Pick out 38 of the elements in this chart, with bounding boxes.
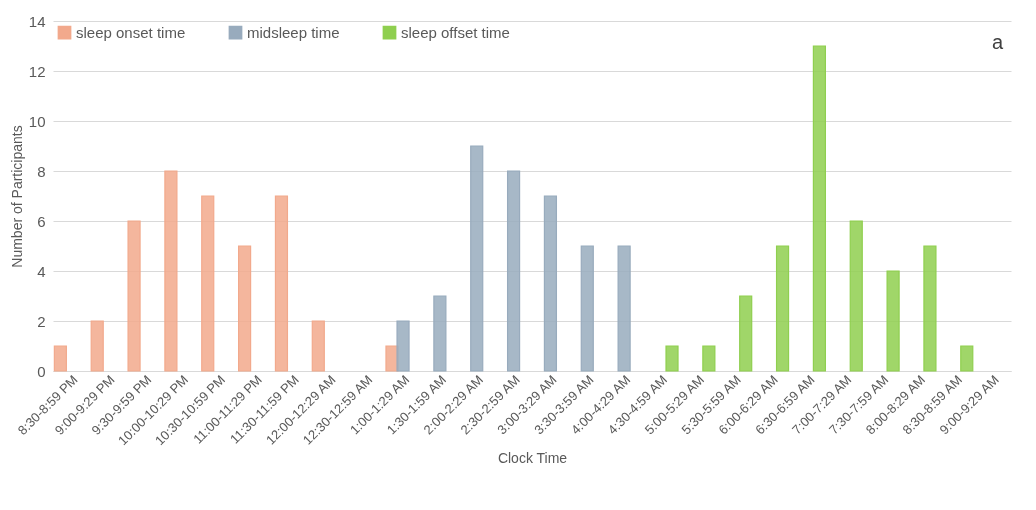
bar bbox=[274, 195, 289, 372]
bar bbox=[923, 245, 937, 372]
bar bbox=[849, 220, 863, 372]
bar bbox=[470, 145, 484, 372]
y-tick-label: 4 bbox=[37, 262, 46, 280]
y-tick-label: 2 bbox=[37, 312, 46, 330]
bar bbox=[812, 45, 826, 372]
y-tick-label: 12 bbox=[28, 62, 46, 80]
annotation: a bbox=[991, 31, 1004, 53]
legend-label: midsleep time bbox=[247, 23, 340, 41]
bar bbox=[127, 220, 141, 372]
bar bbox=[201, 195, 215, 372]
y-tick-label: 14 bbox=[28, 12, 46, 30]
bar bbox=[506, 170, 521, 372]
bar bbox=[702, 345, 716, 372]
bar bbox=[396, 320, 410, 372]
bar bbox=[739, 295, 753, 372]
y-axis-title: Number of Participants bbox=[8, 125, 25, 268]
bar bbox=[311, 320, 325, 372]
bar bbox=[90, 320, 104, 372]
legend-label: sleep onset time bbox=[76, 23, 186, 41]
bar bbox=[164, 170, 178, 372]
bar bbox=[580, 245, 594, 372]
bar bbox=[543, 195, 558, 372]
legend-label: sleep offset time bbox=[401, 23, 510, 41]
bar bbox=[775, 245, 790, 372]
bar bbox=[238, 245, 252, 372]
bar bbox=[617, 245, 631, 372]
x-axis-title: Clock Time bbox=[497, 450, 568, 467]
bar bbox=[960, 345, 974, 372]
bar bbox=[886, 270, 900, 372]
bar bbox=[433, 295, 447, 372]
y-tick-label: 0 bbox=[37, 362, 46, 380]
bar bbox=[53, 345, 67, 372]
y-tick-label: 10 bbox=[28, 112, 46, 130]
bar bbox=[665, 345, 679, 372]
y-tick-label: 6 bbox=[37, 212, 46, 230]
y-tick-label: 8 bbox=[37, 162, 46, 180]
